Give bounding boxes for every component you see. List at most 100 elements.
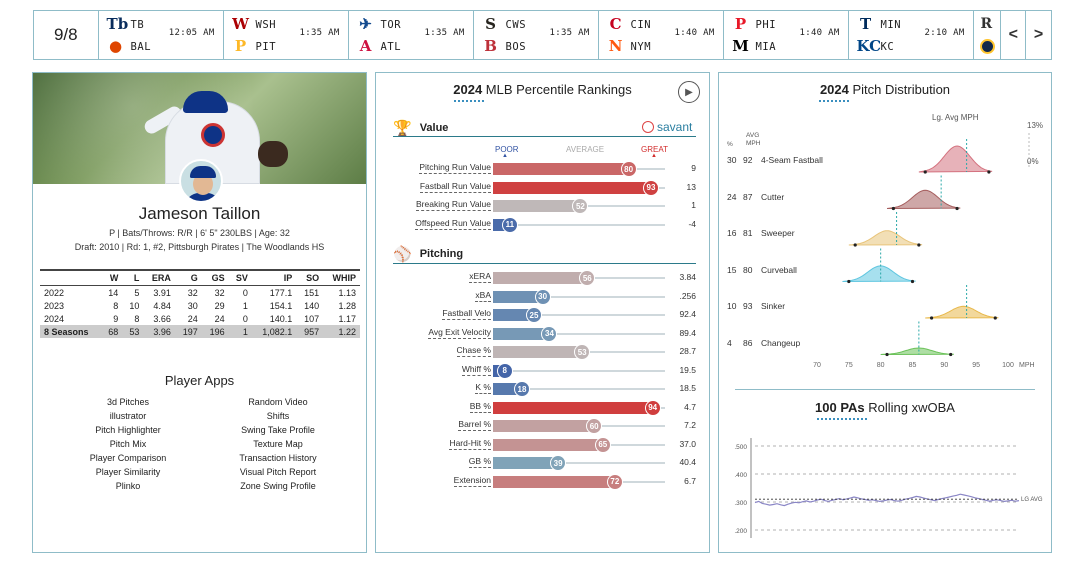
percentile-row[interactable]: K % 18 18.5 — [376, 380, 711, 398]
percentile-row[interactable]: xBA 30 .256 — [376, 288, 711, 306]
stat-cell: 1,082.1 — [251, 325, 297, 338]
game-card[interactable]: P PHI M MIA 1:40 AM — [724, 11, 849, 59]
stat-cell: 10 — [129, 300, 140, 311]
percentile-row[interactable]: Pitching Run Value 80 9 — [376, 160, 711, 178]
home-team: KC — [880, 40, 895, 53]
pitch-row-label: 10 93 Sinker — [727, 301, 785, 311]
percentile-row[interactable]: Chase % 53 28.7 — [376, 343, 711, 361]
player-app-link[interactable]: Player Similarity — [95, 467, 161, 477]
metric-value: 37.0 — [679, 438, 696, 449]
percentile-bubble: 18 — [513, 381, 530, 397]
player-app-link[interactable]: Visual Pitch Report — [239, 467, 317, 477]
scale-bottom-label: 0% — [1027, 157, 1039, 166]
player-app-link[interactable]: Player Comparison — [89, 453, 167, 463]
pitch-mph: 86 — [743, 337, 753, 348]
percentile-row[interactable]: Whiff % 8 19.5 — [376, 362, 711, 380]
percentile-row[interactable]: Hard-Hit % 65 37.0 — [376, 436, 711, 454]
away-team: CWS — [505, 18, 527, 31]
pitch-velocity-curve — [880, 347, 954, 355]
xwoba-series-line — [754, 493, 1020, 507]
stat-header: L — [122, 269, 144, 286]
metric-value: 4.7 — [684, 401, 696, 412]
player-app-link[interactable]: Shifts — [266, 411, 290, 421]
percentile-row[interactable]: BB % 94 4.7 — [376, 399, 711, 417]
game-card[interactable]: ✈ TOR A ATL 1:35 AM — [349, 11, 474, 59]
pitch-row-label: 15 80 Curveball — [727, 265, 797, 275]
metric-label: Barrel % — [458, 419, 491, 431]
percentile-row[interactable]: Offspeed Run Value 11 -4 — [376, 216, 711, 234]
away-team: CIN — [630, 18, 652, 31]
home-team: PIT — [255, 40, 277, 53]
metric-value: 40.4 — [679, 457, 696, 467]
pitch-row-label: 30 92 4-Seam Fastball — [727, 155, 823, 165]
next-button[interactable]: > — [1033, 26, 1044, 43]
metric-label: Pitching Run Value — [419, 162, 491, 174]
percentile-row[interactable]: Fastball Velo 25 92.4 — [376, 306, 711, 324]
savant-link[interactable]: savant — [642, 120, 692, 134]
percentile-bar — [493, 346, 585, 358]
stat-cell: 68 — [101, 325, 123, 338]
player-app-link[interactable]: Pitch Highlighter — [95, 425, 161, 435]
player-app-link[interactable]: Pitch Mix — [109, 439, 147, 449]
player-draft: Draft: 2010 | Rd: 1, #2, Pittsburgh Pira… — [74, 242, 325, 252]
metric-label: Avg Exit Velocity — [428, 326, 491, 339]
lg-avg-label: LG AVG — [1021, 497, 1043, 503]
team-logo-icon: ✈ — [359, 15, 372, 33]
metric-value: 28.7 — [679, 346, 696, 356]
stat-cell: 2024 — [44, 313, 65, 324]
percentile-row[interactable]: Fastball Run Value 93 13 — [376, 179, 711, 197]
game-card[interactable]: C CIN N NYM 1:40 AM — [599, 11, 724, 59]
games-strip: Tb TB ● BAL 12:05 AM W WSH P PIT 1:35 AM ✈ TOR A ATL 1… — [99, 11, 974, 59]
stat-cell: 140.1 — [269, 313, 293, 324]
player-app-link[interactable]: Texture Map — [253, 439, 303, 449]
game-card[interactable]: W WSH P PIT 1:35 AM — [224, 11, 349, 59]
game-card[interactable]: T MIN KC KC 2:10 AM — [849, 11, 974, 59]
metric-label: Fastball Velo — [442, 308, 491, 320]
value-section-header: 🏆 Value — [393, 120, 449, 137]
game-card[interactable]: Tb TB ● BAL 12:05 AM — [99, 11, 224, 59]
pitch-pct: 24 — [727, 191, 737, 202]
pitch-pct: 30 — [727, 155, 737, 165]
percentile-bubble: 72 — [606, 473, 623, 490]
team-logo-icon: S — [485, 15, 496, 33]
player-app-link[interactable]: Transaction History — [239, 453, 317, 463]
pitch-name: Sinker — [761, 301, 786, 311]
percentile-row[interactable]: Avg Exit Velocity 34 89.4 — [376, 325, 711, 343]
pitch-velocity-curve — [842, 265, 916, 282]
percentile-bubble: 53 — [574, 344, 591, 360]
x-tick-label: 90 — [940, 362, 948, 369]
table-row: 2024 9 8 3.66 24 24 0 140.1 107 1.17 — [40, 312, 360, 325]
away-team: WSH — [255, 18, 277, 31]
percentile-row[interactable]: Extension 72 6.7 — [376, 473, 711, 491]
team-logo-icon: Tb — [106, 15, 129, 33]
team-logo-icon: P — [234, 37, 247, 55]
player-apps-list: 3d Pitches Random Video illustrator Shifts P… — [53, 397, 353, 492]
pitch-row-label: 24 87 Cutter — [727, 192, 784, 202]
stat-cell: 196 — [201, 325, 229, 338]
stat-cell: 1.17 — [338, 313, 356, 324]
game-card[interactable]: S CWS B BOS 1:35 AM — [474, 11, 599, 59]
pitch-name: Sweeper — [761, 228, 795, 238]
percentile-bar — [493, 181, 653, 194]
stat-header: G — [174, 269, 202, 286]
percentile-row[interactable]: GB % 39 40.4 — [376, 454, 711, 472]
game-card-partial[interactable]: R — [974, 11, 1002, 59]
percentile-row[interactable]: Barrel % 60 7.2 — [376, 417, 711, 435]
stat-cell: 1 — [242, 300, 248, 311]
play-button[interactable]: ▶ — [678, 81, 700, 103]
player-app-link[interactable]: Swing Take Profile — [241, 425, 315, 435]
stat-cell: 177.1 — [269, 287, 293, 298]
player-app-link[interactable]: Plinko — [115, 481, 141, 491]
pitch-mph: 81 — [743, 228, 753, 238]
percentile-row[interactable]: Breaking Run Value 52 1 — [376, 197, 711, 215]
player-app-link[interactable]: Zone Swing Profile — [240, 481, 316, 491]
percentile-bubble: 25 — [526, 307, 542, 323]
prev-button[interactable]: < — [1001, 11, 1027, 59]
player-app-link[interactable]: illustrator — [109, 411, 147, 421]
player-app-link[interactable]: 3d Pitches — [106, 397, 150, 407]
metric-value: 1 — [691, 200, 696, 210]
percentile-row[interactable]: xERA 56 3.84 — [376, 269, 711, 287]
team-logo-icon: M — [732, 37, 749, 55]
player-app-link[interactable]: Random Video — [248, 397, 308, 407]
pitch-velocity-curve — [886, 189, 961, 209]
